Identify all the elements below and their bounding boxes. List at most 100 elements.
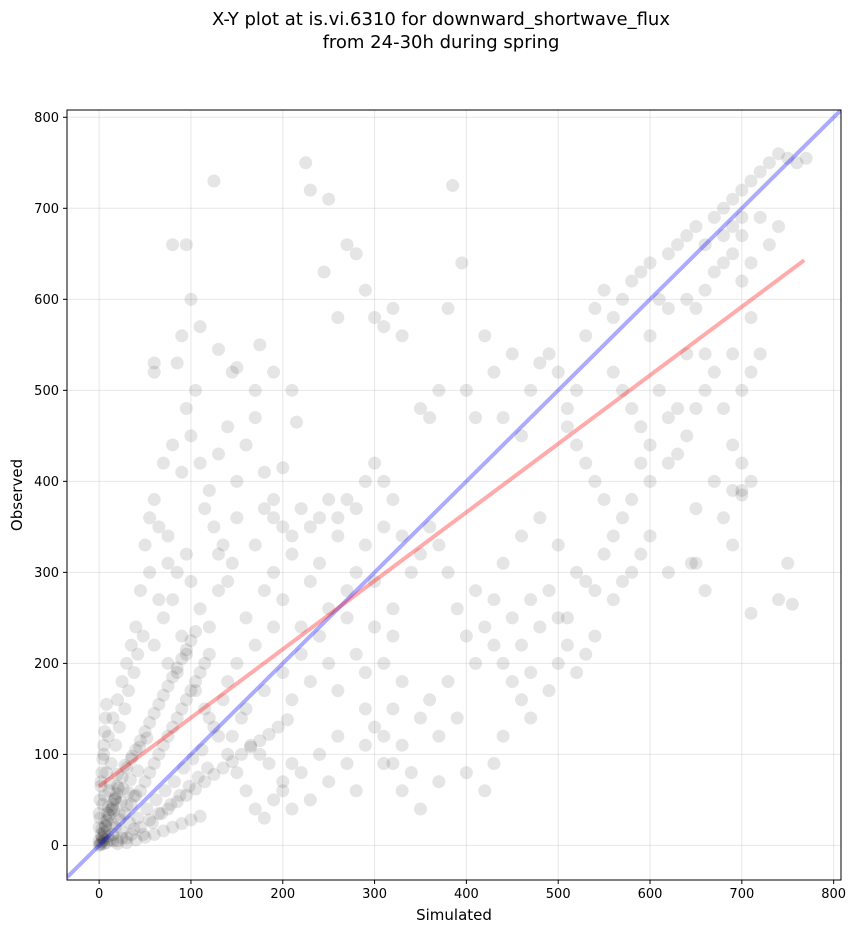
data-point: [432, 729, 446, 743]
data-point: [98, 826, 112, 840]
regression-line: [97, 258, 806, 788]
data-point: [225, 556, 239, 570]
data-point: [98, 788, 112, 802]
data-point: [189, 675, 203, 689]
data-points: [92, 147, 813, 852]
data-point: [358, 538, 372, 552]
data-point: [97, 837, 111, 851]
data-point: [707, 365, 721, 379]
data-point: [120, 656, 134, 670]
data-point: [166, 820, 180, 834]
data-point: [570, 383, 584, 397]
data-point: [303, 793, 317, 807]
data-point: [131, 647, 145, 661]
data-point: [735, 488, 749, 502]
data-point: [505, 675, 519, 689]
data-point: [368, 620, 382, 634]
data-point: [689, 220, 703, 234]
data-point: [625, 565, 639, 579]
data-point: [496, 556, 510, 570]
data-point: [285, 756, 299, 770]
data-point: [161, 729, 175, 743]
data-point: [560, 420, 574, 434]
data-point: [634, 547, 648, 561]
data-point: [166, 238, 180, 252]
data-point: [173, 788, 187, 802]
data-point: [110, 834, 124, 848]
data-point: [652, 292, 666, 306]
data-point: [358, 738, 372, 752]
data-point: [156, 611, 170, 625]
data-point: [99, 711, 113, 725]
data-point: [349, 502, 363, 516]
data-point: [514, 429, 528, 443]
data-point: [368, 456, 382, 470]
data-point: [643, 256, 657, 270]
data-point: [404, 565, 418, 579]
data-point: [331, 511, 345, 525]
data-point: [147, 638, 161, 652]
data-point: [322, 192, 336, 206]
data-point: [395, 329, 409, 343]
data-point: [634, 456, 648, 470]
data-point: [102, 784, 116, 798]
data-point: [99, 836, 113, 850]
data-point: [735, 274, 749, 288]
data-point: [103, 777, 117, 791]
data-point: [225, 755, 239, 769]
x-tick-label: 100: [179, 887, 204, 902]
x-tick-label: 200: [270, 887, 295, 902]
data-point: [161, 556, 175, 570]
data-point: [294, 620, 308, 634]
data-point: [413, 547, 427, 561]
data-point: [716, 256, 730, 270]
data-point: [109, 791, 123, 805]
data-point: [643, 438, 657, 452]
data-point: [478, 620, 492, 634]
data-point: [432, 383, 446, 397]
data-point: [179, 643, 193, 657]
data-point: [395, 529, 409, 543]
data-point: [579, 329, 593, 343]
x-tick-label: 0: [95, 887, 103, 902]
x-tick-label: 700: [729, 887, 754, 902]
data-point: [377, 656, 391, 670]
data-point: [93, 837, 107, 851]
data-point: [184, 813, 198, 827]
grid-lines: [67, 110, 841, 880]
data-point: [230, 511, 244, 525]
data-point: [423, 520, 437, 534]
data-point: [133, 584, 147, 598]
data-point: [615, 511, 629, 525]
data-point: [99, 818, 113, 832]
y-tick-label: 700: [34, 202, 59, 217]
data-point: [588, 301, 602, 315]
data-point: [189, 625, 203, 639]
data-point: [92, 834, 106, 848]
data-point: [207, 174, 221, 188]
data-point: [152, 697, 166, 711]
data-point: [124, 752, 138, 766]
data-point: [149, 793, 163, 807]
data-point: [161, 802, 175, 816]
data-point: [285, 547, 299, 561]
data-point: [560, 638, 574, 652]
data-point: [211, 584, 225, 598]
data-point: [698, 238, 712, 252]
data-point: [234, 747, 248, 761]
data-point: [96, 752, 110, 766]
data-point: [570, 438, 584, 452]
data-point: [772, 220, 786, 234]
data-point: [322, 775, 336, 789]
data-point: [349, 565, 363, 579]
data-point: [726, 483, 740, 497]
data-point: [441, 675, 455, 689]
data-point: [198, 775, 212, 789]
data-point: [253, 747, 267, 761]
data-point: [189, 383, 203, 397]
data-point: [122, 786, 136, 800]
data-point: [133, 734, 147, 748]
data-point: [413, 711, 427, 725]
data-point: [358, 283, 372, 297]
y-axis-label: Observed: [8, 459, 26, 531]
